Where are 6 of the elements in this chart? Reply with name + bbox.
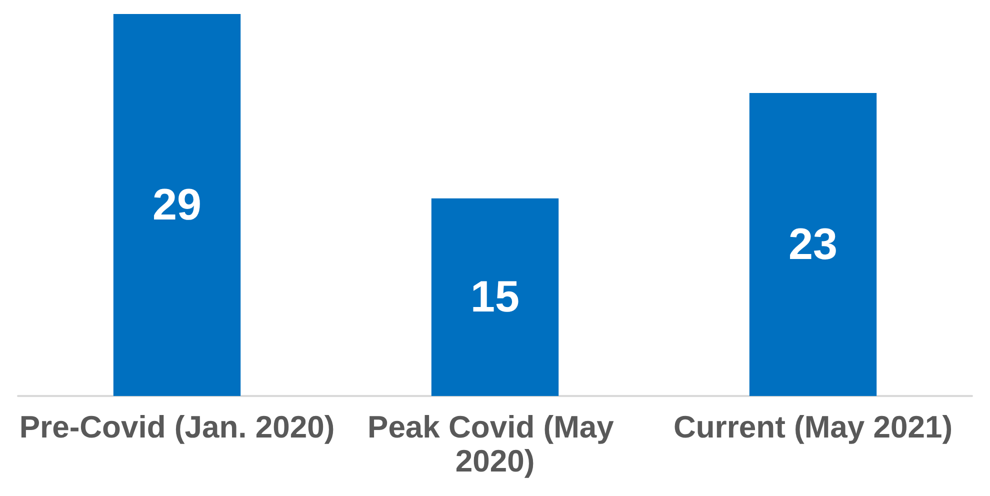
data-label: 29 bbox=[152, 180, 202, 230]
data-label: 23 bbox=[788, 220, 838, 270]
x-tick-label: Peak Covid (May 2020) bbox=[368, 410, 622, 478]
data-label: 15 bbox=[470, 272, 520, 322]
x-tick-label: Pre-Covid (Jan. 2020) bbox=[19, 410, 335, 444]
x-tick-label: Current (May 2021) bbox=[673, 410, 953, 444]
